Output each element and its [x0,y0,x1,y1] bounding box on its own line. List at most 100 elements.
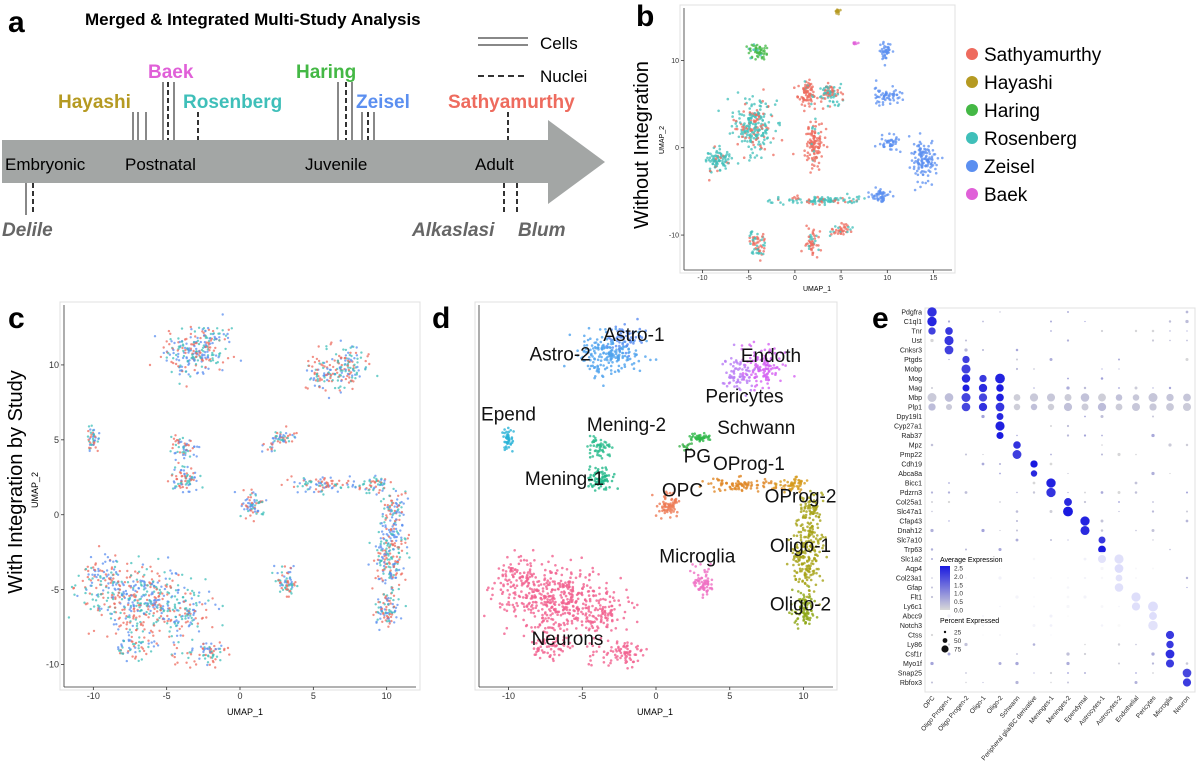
umap-point [750,117,753,120]
umap-point [824,136,827,139]
legend-swatch-haring [966,104,978,116]
umap-point [758,141,761,144]
umap-point [214,604,216,606]
umap-point [817,527,820,530]
umap-point [213,350,215,352]
umap-point [133,645,135,647]
umap-point [397,533,399,535]
umap-point [395,540,397,542]
umap-point [112,577,114,579]
umap-point [214,658,216,660]
umap-point [111,568,113,570]
umap-point [824,97,827,100]
umap-point [819,87,822,90]
umap-point [138,660,140,662]
umap-point [622,352,625,355]
umap-point [216,656,218,658]
umap-point [755,242,758,245]
umap-point [808,235,811,238]
umap-point [121,594,123,596]
umap-point [344,364,346,366]
umap-point [889,191,892,194]
umap-point [185,385,187,387]
umap-point [507,601,510,604]
umap-point [713,159,716,162]
umap-point [759,108,762,111]
umap-point [804,104,807,107]
umap-point [766,372,769,375]
umap-point [927,174,930,177]
umap-point [742,372,745,375]
umap-point [810,562,813,565]
umap-point [778,122,781,125]
umap-point [600,359,603,362]
umap-point [177,353,179,355]
umap-point [356,372,358,374]
umap-point [170,436,172,438]
panel-b-xlabel: UMAP_1 [803,286,831,293]
umap-point [806,579,809,582]
umap-point [829,231,832,234]
umap-point [797,590,800,593]
umap-point [175,358,177,360]
umap-point [314,385,316,387]
umap-point [889,92,892,95]
umap-point [315,483,317,485]
umap-point [617,599,620,602]
umap-point [387,616,389,618]
umap-point [378,606,380,608]
umap-point [592,595,595,598]
umap-point [127,598,129,600]
umap-point [375,478,377,480]
umap-point [508,440,511,443]
umap-point [921,181,924,184]
study-label-alkaslasi: Alkaslasi [411,220,495,241]
umap-point [191,619,193,621]
umap-point [184,617,186,619]
umap-point [335,369,337,371]
umap-point [716,165,719,168]
umap-point [212,359,214,361]
umap-point [219,659,221,661]
umap-point [612,346,615,349]
umap-point [182,491,184,493]
umap-point [762,124,765,127]
umap-point [160,615,162,617]
umap-point [88,447,90,449]
umap-point [316,369,318,371]
umap-point [205,337,207,339]
umap-point [814,237,817,240]
umap-point [123,640,125,642]
umap-point [748,124,751,127]
umap-point [279,435,281,437]
umap-point [118,592,120,594]
umap-point [941,157,944,160]
umap-point [506,603,509,606]
umap-point [700,581,703,584]
umap-point [189,483,191,485]
umap-point [744,140,747,143]
umap-point [811,528,814,531]
stage-adult: Adult [475,155,514,174]
umap-point [534,576,537,579]
umap-point [764,242,767,245]
umap-point [197,372,199,374]
umap-point [198,343,200,345]
umap-point [101,614,103,616]
umap-point [842,233,845,236]
umap-point [171,474,173,476]
umap-point [378,629,380,631]
umap-point [285,425,287,427]
legend-label-baek: Baek [984,185,1028,206]
umap-point [817,146,820,149]
umap-point [114,606,116,608]
umap-point [136,581,138,583]
umap-point [699,434,702,437]
umap-point [392,555,394,557]
umap-point [154,599,156,601]
umap-point [729,377,732,380]
umap-point [797,85,800,88]
umap-point [815,572,818,575]
umap-point [182,437,184,439]
